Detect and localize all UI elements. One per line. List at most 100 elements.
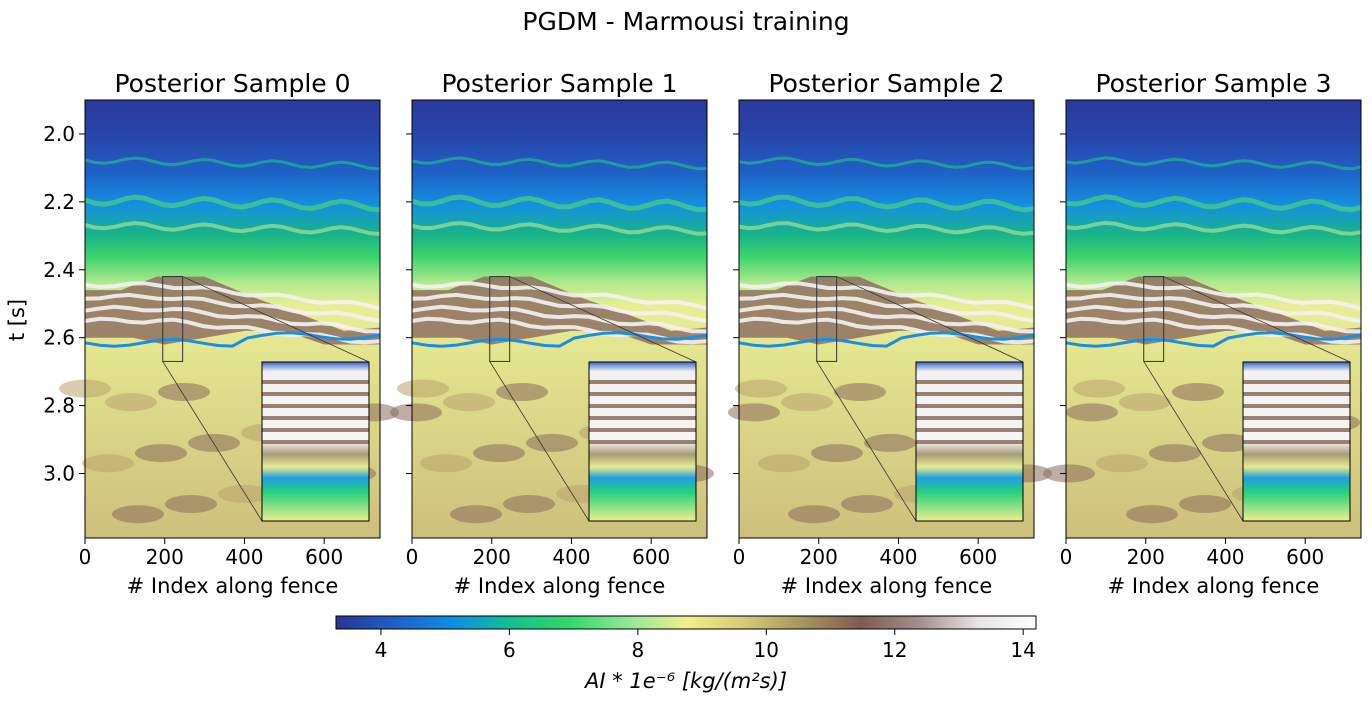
texture-blob bbox=[1066, 403, 1118, 422]
x-tick-label: 200 bbox=[146, 545, 184, 569]
texture-blob bbox=[503, 495, 555, 514]
band-streak bbox=[738, 281, 1035, 311]
band-streak bbox=[411, 292, 708, 323]
x-tick-label: 0 bbox=[1060, 545, 1073, 569]
panel-title: Posterior Sample 2 bbox=[768, 69, 1004, 98]
texture-blob bbox=[526, 433, 578, 452]
texture-blob bbox=[397, 379, 449, 398]
band-streak bbox=[1065, 292, 1362, 323]
connector-line bbox=[1163, 276, 1351, 363]
x-tick-label: 400 bbox=[552, 545, 590, 569]
texture-blob bbox=[1202, 433, 1254, 452]
x-axis-label: # Index along fence bbox=[1108, 574, 1320, 598]
panel-1: Posterior Sample 1 0 200 400 600 # Index alon… bbox=[390, 69, 714, 598]
y-tick-label: 2.2 bbox=[43, 190, 75, 214]
band-streak bbox=[1065, 281, 1362, 311]
inset-layer bbox=[589, 404, 696, 408]
texture-blob bbox=[1179, 495, 1231, 514]
panel-title: Posterior Sample 1 bbox=[441, 69, 677, 98]
high-impedance-band bbox=[85, 276, 380, 345]
inset-frame bbox=[915, 361, 1024, 522]
texture-blob bbox=[135, 444, 187, 463]
x-tick-label: 200 bbox=[1127, 545, 1165, 569]
inset-layer bbox=[589, 380, 696, 384]
blue-horizon bbox=[1065, 331, 1362, 348]
colorbar-label: AI * 1e⁻⁶ [kg/(m²s)] bbox=[583, 669, 787, 693]
inset-layer bbox=[916, 392, 1023, 396]
y-tick-label: 2.4 bbox=[43, 258, 75, 282]
layer-line bbox=[1065, 220, 1362, 236]
inset-layer bbox=[916, 416, 1023, 420]
inset-layer bbox=[916, 440, 1023, 444]
texture-blob bbox=[788, 505, 840, 524]
zoom-region-box bbox=[1143, 276, 1165, 362]
layer-line bbox=[84, 156, 381, 171]
connector-line bbox=[816, 361, 917, 522]
texture-blob bbox=[1096, 454, 1148, 473]
texture-blob bbox=[1073, 379, 1125, 398]
x-tick-label: 0 bbox=[79, 545, 92, 569]
texture-blob bbox=[1126, 505, 1178, 524]
y-tick-label: 2.6 bbox=[43, 326, 75, 350]
connector-line bbox=[509, 276, 697, 363]
inset-layer bbox=[262, 428, 369, 432]
colorbar-tick-label: 12 bbox=[882, 638, 907, 662]
panel-title: Posterior Sample 3 bbox=[1095, 69, 1331, 98]
x-tick-label: 600 bbox=[632, 545, 670, 569]
texture-blob bbox=[841, 495, 893, 514]
texture-blob bbox=[1172, 383, 1224, 401]
inset-frame bbox=[1242, 361, 1351, 522]
texture-blob bbox=[473, 444, 525, 463]
inset-layer bbox=[262, 404, 369, 408]
inset-layer bbox=[916, 404, 1023, 408]
x-tick-label: 400 bbox=[879, 545, 917, 569]
inset-layer bbox=[589, 428, 696, 432]
layer-line bbox=[411, 156, 708, 171]
texture-blob bbox=[758, 454, 810, 473]
colorbar-tick-label: 10 bbox=[754, 638, 779, 662]
axes-frame bbox=[1065, 99, 1362, 539]
layer-line bbox=[411, 220, 708, 236]
texture-blob bbox=[834, 383, 886, 401]
colorbar-tick-label: 14 bbox=[1010, 638, 1035, 662]
high-impedance-band bbox=[412, 276, 707, 345]
zoom-region-box bbox=[162, 276, 184, 362]
texture-blob bbox=[1149, 444, 1201, 463]
layer-line bbox=[84, 221, 381, 236]
y-tick-label: 2.8 bbox=[43, 394, 75, 418]
layer-line bbox=[84, 194, 381, 213]
x-tick-label: 600 bbox=[305, 545, 343, 569]
inset-layer bbox=[589, 392, 696, 396]
inset-layer bbox=[916, 428, 1023, 432]
connector-line bbox=[162, 361, 263, 522]
inset-layer bbox=[262, 440, 369, 444]
inset-layer bbox=[589, 416, 696, 420]
blue-horizon bbox=[84, 331, 381, 348]
texture-blob bbox=[864, 433, 916, 452]
connector-line bbox=[489, 361, 590, 522]
texture-blob bbox=[82, 454, 134, 473]
blue-horizon bbox=[738, 331, 1035, 348]
inset-layer bbox=[1243, 440, 1350, 444]
connector-line bbox=[1143, 361, 1244, 522]
band-streak bbox=[84, 292, 381, 323]
layer-line bbox=[1065, 156, 1362, 171]
x-tick-label: 400 bbox=[1206, 545, 1244, 569]
blue-horizon bbox=[411, 331, 708, 348]
texture-blob bbox=[158, 383, 210, 401]
inset-layer bbox=[1243, 404, 1350, 408]
colorbar-tick-label: 8 bbox=[631, 638, 644, 662]
layer-line bbox=[738, 156, 1035, 171]
inset-layer bbox=[1243, 428, 1350, 432]
connector-line bbox=[836, 276, 1024, 363]
texture-blob bbox=[1119, 393, 1171, 412]
zoom-region-box bbox=[489, 276, 511, 362]
texture-blob bbox=[735, 379, 787, 398]
impedance-layers bbox=[1065, 156, 1362, 236]
band-streak bbox=[411, 281, 708, 311]
inset-frame bbox=[588, 361, 697, 522]
inset-layer bbox=[262, 392, 369, 396]
texture-blob bbox=[112, 505, 164, 524]
connector-line bbox=[182, 276, 370, 363]
band-streak bbox=[738, 304, 1035, 334]
